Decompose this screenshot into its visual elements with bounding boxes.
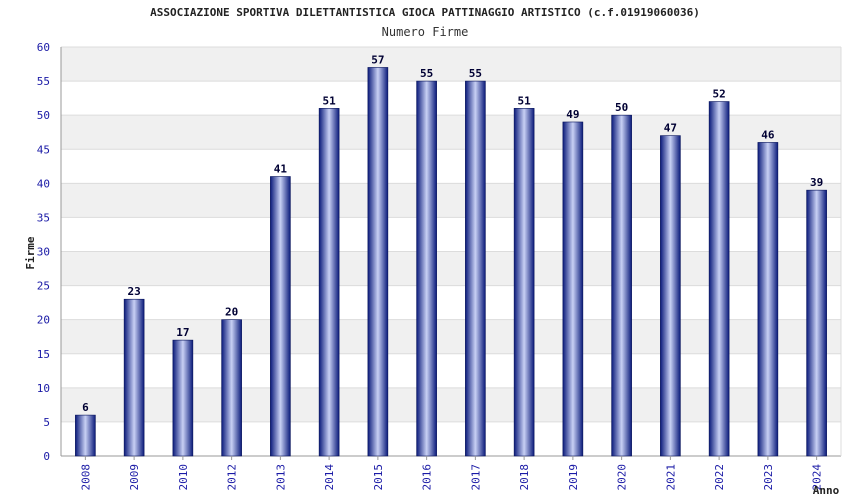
- y-tick-labels: 0 5 10 15 20 25 30 35 40 45 50 55 60: [37, 41, 50, 463]
- bar-2008: [75, 414, 96, 457]
- bar-2021: [660, 135, 681, 457]
- bar-2018: [513, 108, 535, 457]
- bar-2009: [123, 298, 145, 457]
- y-tick-label: 5: [43, 416, 50, 429]
- y-axis-label: Firme: [24, 236, 37, 269]
- x-tick-label-2016: 2016: [421, 464, 434, 491]
- bar-2014: [318, 108, 340, 457]
- x-axis-label: Anno: [813, 484, 840, 497]
- bar-2017: [465, 80, 486, 457]
- y-tick-label: 10: [37, 382, 50, 395]
- x-tick-labels: 2008 2009 2010 2012 2013 2014 2015 2016 2017 2018…: [79, 456, 824, 491]
- x-tick-label-2021: 2021: [664, 464, 677, 491]
- y-tick-label: 60: [37, 41, 50, 54]
- bar-2012: [221, 319, 242, 457]
- y-tick-label: 40: [37, 177, 50, 190]
- x-tick-label-2024: 2024: [811, 464, 824, 491]
- value-label-2014: 51: [323, 94, 337, 107]
- y-tick-label: 25: [37, 280, 50, 293]
- y-tick-label: 55: [37, 75, 50, 88]
- y-tick-label: 45: [37, 143, 50, 156]
- x-tick-label-2022: 2022: [713, 464, 726, 491]
- value-label-2010: 17: [176, 326, 189, 339]
- chart-subtitle: Numero Firme: [381, 25, 469, 39]
- x-tick-label-2015: 2015: [372, 464, 385, 491]
- x-tick-label-2017: 2017: [469, 464, 482, 491]
- value-labels: 6 23 17 20 41 51 57 55 55 51 49 50 47 52 46 39: [82, 53, 823, 414]
- bar-2020: [611, 114, 632, 457]
- x-tick-label-2020: 2020: [616, 464, 629, 491]
- value-label-2008: 6: [82, 401, 89, 414]
- y-tick-label: 50: [37, 109, 50, 122]
- y-tick-label: 15: [37, 348, 50, 361]
- value-label-2013: 41: [274, 163, 288, 176]
- value-label-2018: 51: [518, 94, 532, 107]
- value-label-2021: 47: [664, 122, 677, 135]
- bar-2023: [757, 142, 779, 457]
- value-label-2019: 49: [566, 108, 579, 121]
- grid-band: [61, 47, 841, 82]
- x-tick-label-2014: 2014: [323, 464, 336, 491]
- y-tick-label: 35: [37, 211, 50, 224]
- x-tick-label-2013: 2013: [274, 464, 287, 491]
- x-tick-label-2018: 2018: [518, 464, 531, 491]
- value-label-2017: 55: [469, 67, 482, 80]
- value-label-2023: 46: [761, 128, 775, 141]
- value-label-2009: 23: [128, 285, 141, 298]
- x-tick-label-2012: 2012: [226, 464, 239, 491]
- value-label-2020: 50: [615, 101, 628, 114]
- value-label-2024: 39: [810, 176, 823, 189]
- value-label-2015: 57: [371, 53, 384, 66]
- y-tick-label: 0: [43, 450, 50, 463]
- bar-2024: [806, 189, 827, 457]
- bar-2015: [367, 67, 389, 457]
- y-tick-label: 30: [37, 246, 50, 259]
- x-tick-label-2008: 2008: [79, 464, 92, 491]
- x-tick-label-2009: 2009: [128, 464, 141, 491]
- bar-2013: [270, 176, 291, 457]
- bar-2022: [708, 101, 730, 457]
- value-label-2016: 55: [420, 67, 433, 80]
- bar-2016: [416, 80, 437, 457]
- y-tick-label: 20: [37, 314, 50, 327]
- value-label-2012: 20: [225, 306, 238, 319]
- bars: [75, 67, 827, 457]
- bar-2010: [172, 339, 194, 457]
- chart-title: ASSOCIAZIONE SPORTIVA DILETTANTISTICA GI…: [150, 6, 700, 19]
- x-tick-label-2019: 2019: [567, 464, 580, 491]
- x-tick-label-2010: 2010: [177, 464, 190, 491]
- value-label-2022: 52: [713, 88, 726, 101]
- bar-2019: [562, 121, 584, 457]
- x-tick-label-2023: 2023: [762, 464, 775, 491]
